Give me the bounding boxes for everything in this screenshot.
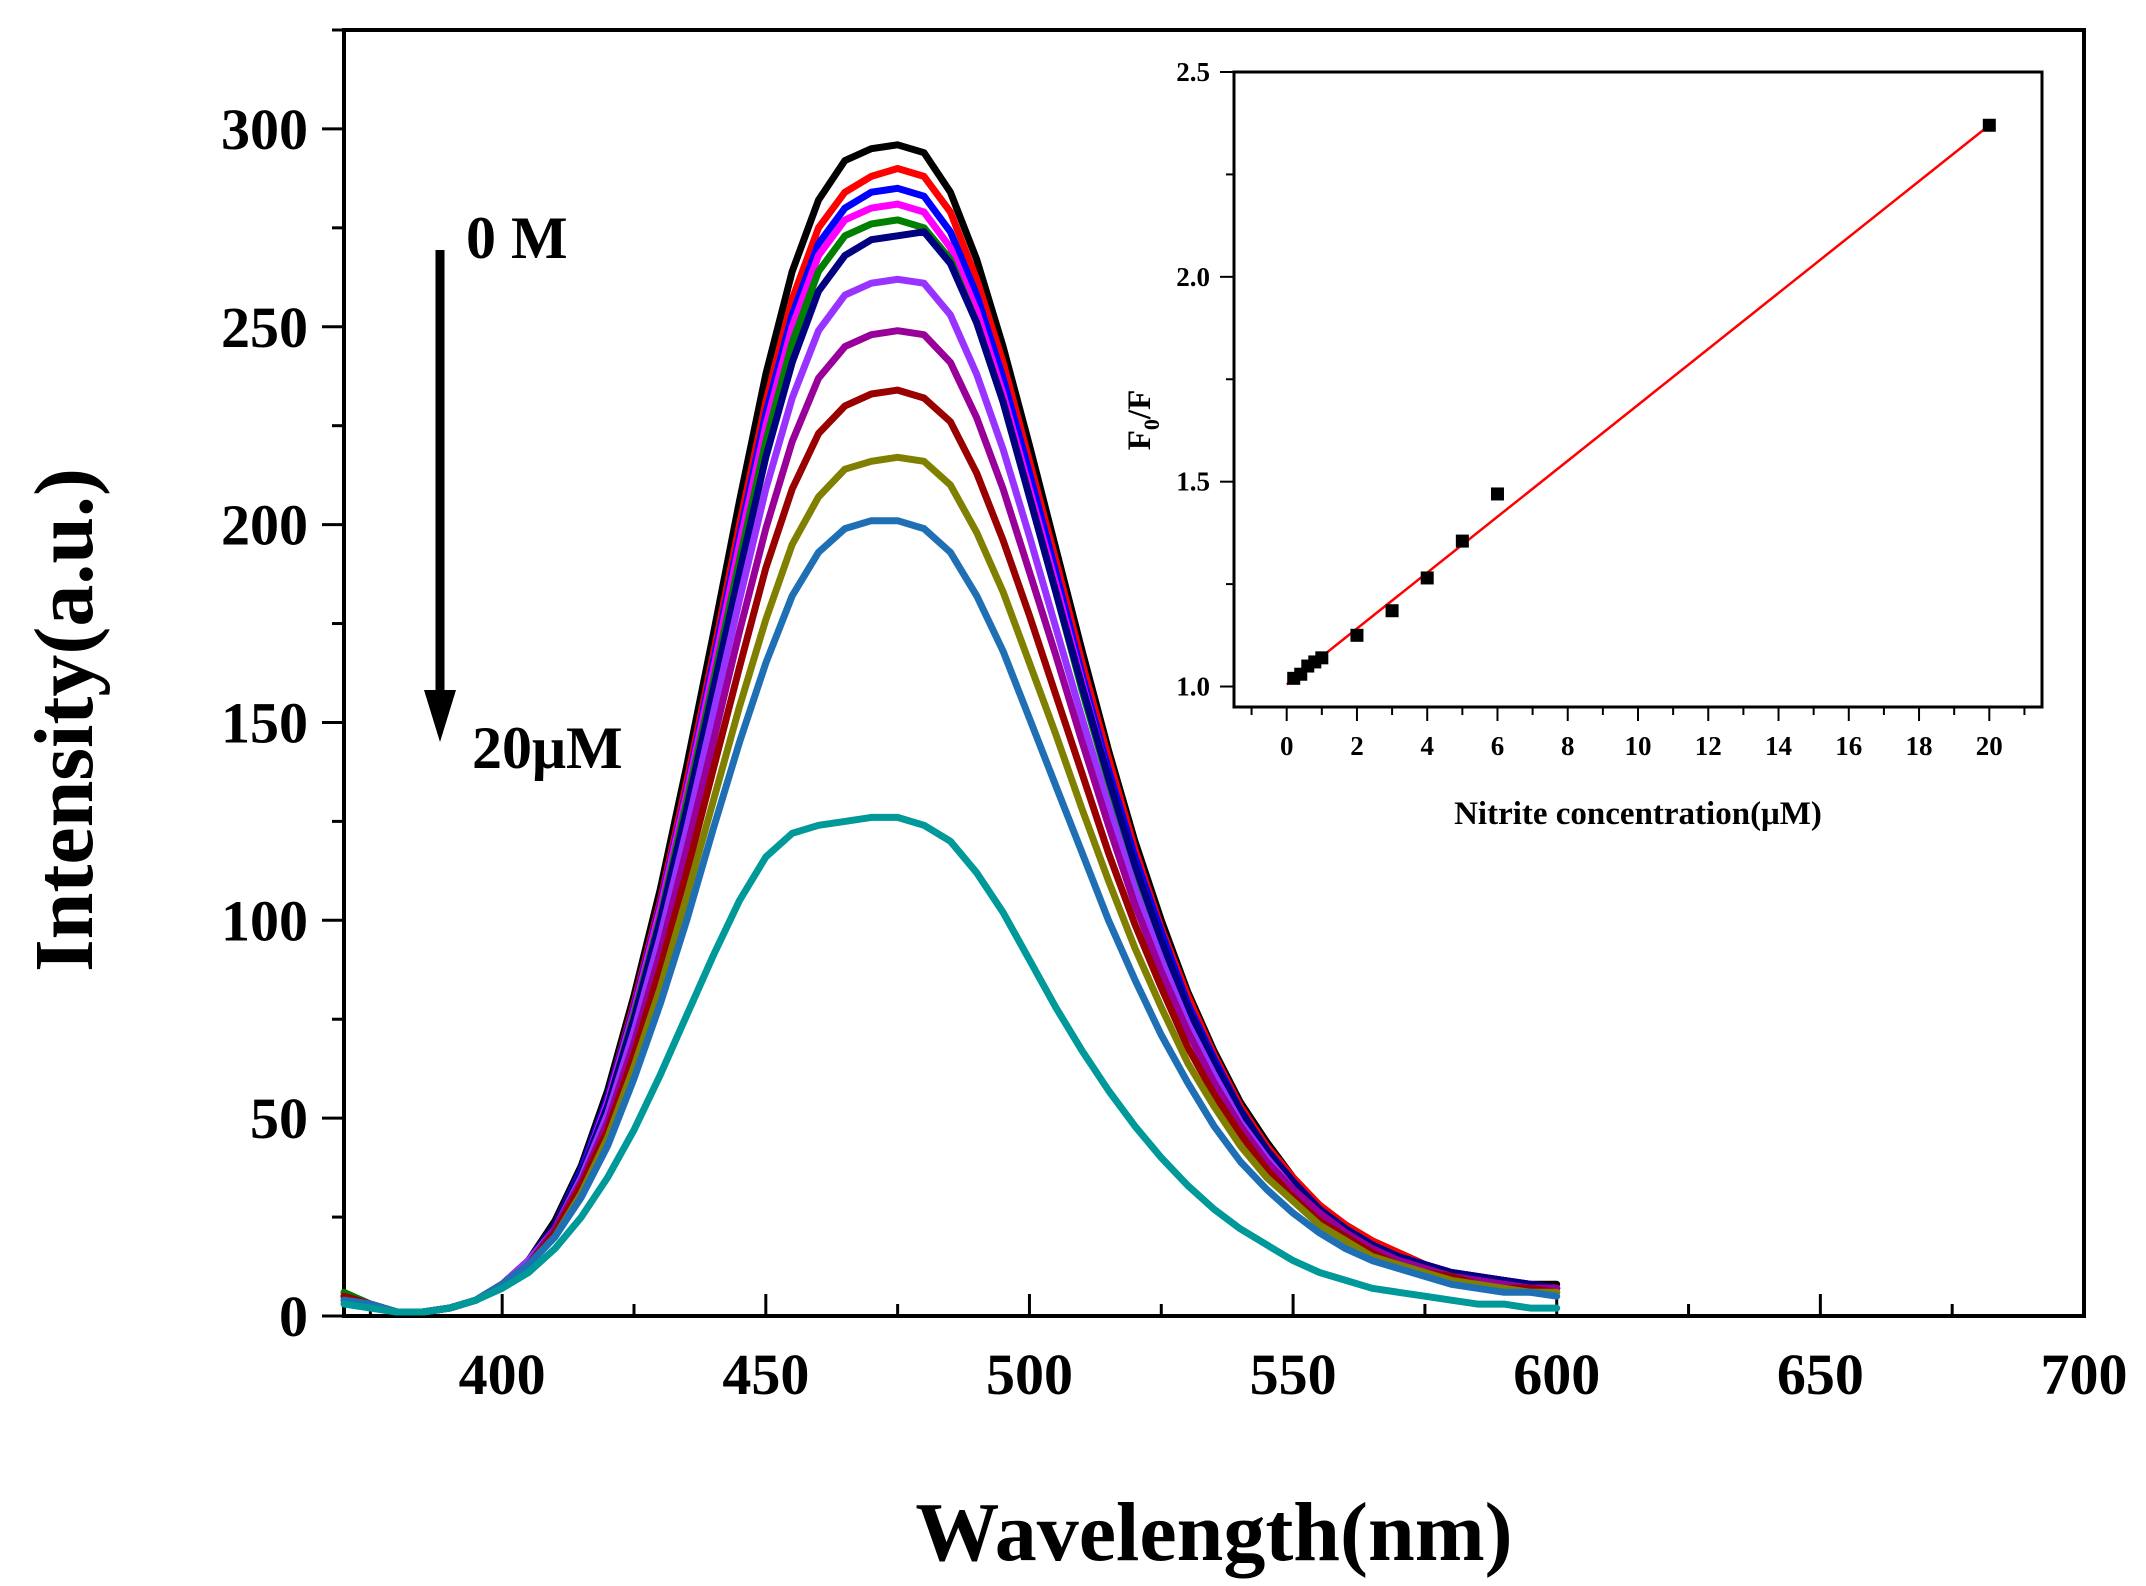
inset-x-axis-title: Nitrite concentration(μM) (1454, 796, 1822, 832)
main-y-tick-label: 100 (221, 888, 308, 953)
inset-data-points (1287, 118, 1996, 685)
inset-fit-line (1285, 124, 1991, 686)
inset-data-point (1315, 651, 1329, 665)
inset-x-tick-label: 18 (1906, 731, 1933, 761)
spectrum-line (340, 517, 1561, 1316)
inset-y-tick-label: 2.0 (1176, 262, 1210, 292)
main-x-tick-label: 700 (2041, 1342, 2128, 1407)
spectrum-line (340, 453, 1561, 1316)
inset-data-point (1455, 534, 1469, 548)
inset-data-point (1982, 118, 1996, 132)
inset-data-point (1350, 628, 1364, 642)
inset-x-tick-label: 8 (1561, 731, 1575, 761)
main-x-tick-label: 450 (722, 1342, 809, 1407)
inset-tick-labels: 0 2 4 6 8 10 12 14 16 18 20 1.0 1.5 2.0 2.5 (1176, 57, 2003, 761)
main-y-axis-title: Intensity(a.u.) (18, 468, 111, 972)
inset-x-tick-label: 4 (1420, 731, 1434, 761)
main-x-axis-title: Wavelength(nm) (915, 1486, 1512, 1579)
main-y-tick-label: 0 (279, 1284, 308, 1349)
main-y-tick-label: 250 (221, 295, 308, 360)
inset-x-tick-label: 0 (1280, 731, 1294, 761)
inset-y-title-sub: 0 (1139, 419, 1164, 430)
spectrum-line (340, 813, 1561, 1316)
spectrum-line (340, 327, 1561, 1316)
inset-data-point (1385, 604, 1399, 618)
main-x-tick-label: 500 (986, 1342, 1073, 1407)
main-y-tick-label: 300 (221, 97, 308, 162)
inset-data-point (1420, 571, 1434, 585)
inset-x-tick-label: 14 (1765, 731, 1792, 761)
inset-axis-ticks (1220, 71, 2026, 721)
inset-plot-frame (1232, 70, 2044, 709)
main-y-tick-label: 200 (221, 493, 308, 558)
inset-y-tick-label: 1.5 (1176, 467, 1210, 497)
main-spectra-lines (340, 141, 1561, 1316)
inset-y-tick-label: 2.5 (1176, 57, 1210, 87)
inset-x-tick-label: 20 (1976, 731, 2003, 761)
main-x-tick-label: 650 (1777, 1342, 1864, 1407)
concentration-arrow-head (424, 690, 456, 742)
main-y-tick-label: 50 (250, 1086, 308, 1151)
spectrum-line (340, 386, 1561, 1316)
inset-data-point (1490, 487, 1504, 501)
main-y-tick-label: 150 (221, 690, 308, 755)
main-x-tick-label: 400 (459, 1342, 546, 1407)
main-x-tick-label: 600 (1513, 1342, 1600, 1407)
svg-text:F0/F: F0/F (1122, 390, 1164, 451)
inset-y-title-main: F (1122, 430, 1158, 450)
inset-fit-line-group (1285, 124, 1991, 686)
main-plot-frame (342, 28, 2086, 1318)
inset-x-tick-label: 16 (1835, 731, 1862, 761)
inset-x-tick-label: 6 (1491, 731, 1505, 761)
inset-x-tick-label: 10 (1625, 731, 1652, 761)
main-x-tick-label: 550 (1250, 1342, 1337, 1407)
spectrum-line (340, 275, 1561, 1316)
inset-x-tick-label: 12 (1695, 731, 1722, 761)
annotation-start: 0 M (466, 205, 568, 271)
inset-y-axis-title: F0/F (1122, 390, 1164, 451)
inset-x-tick-label: 2 (1350, 731, 1364, 761)
inset-y-tick-label: 1.0 (1176, 672, 1210, 702)
annotation-end: 20μM (472, 715, 623, 781)
inset-y-title-tail: /F (1122, 390, 1158, 420)
